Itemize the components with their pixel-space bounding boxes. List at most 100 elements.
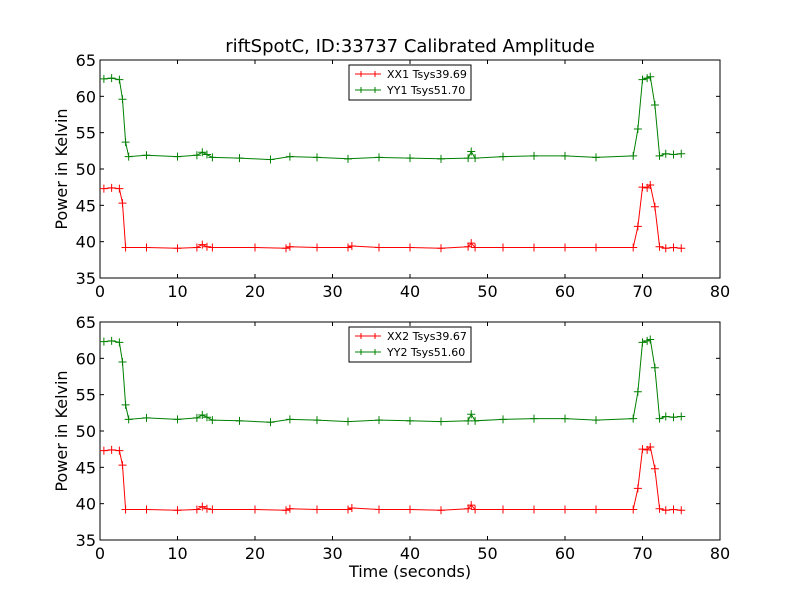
legend-label: XX2 Tsys39.67 [387,330,467,343]
data-point [375,505,383,514]
data-point [633,387,642,396]
legend: XX2 Tsys39.67 YY2 Tsys51.60 [348,326,472,363]
data-point [467,410,476,419]
data-point [347,242,356,251]
data-point [499,243,507,252]
x-tick-label: 40 [400,282,420,301]
data-point [406,416,414,425]
data-point [124,415,133,424]
data-point [99,184,108,193]
data-point [99,446,108,455]
data-point [406,243,414,252]
legend-box [348,326,472,363]
data-point [646,442,655,451]
data-point [633,222,642,231]
data-point [437,154,445,163]
data-point [251,243,259,252]
legend-marker [358,349,378,355]
data-point [530,243,538,252]
x-tick-label: 80 [710,544,730,563]
data-point [629,243,638,252]
data-point [107,183,116,192]
data-point [198,148,207,157]
data-point [192,243,201,252]
data-point [638,183,647,192]
data-point [282,506,290,515]
data-point [661,506,670,515]
data-point [655,504,664,513]
data-point [198,411,207,420]
data-point [471,154,480,163]
x-tick-label: 50 [477,282,497,301]
x-tick-label: 20 [245,544,265,563]
chart-title: riftSpotC, ID:33737 Calibrated Amplitude [225,36,595,57]
data-point [347,504,356,513]
data-point [107,74,116,83]
data-point [437,417,445,426]
data-point [173,244,182,253]
data-point [650,363,659,372]
data-point [142,413,151,422]
x-tick-label: 10 [167,282,187,301]
legend: XX1 Tsys39.69 YY1 Tsys51.70 [348,64,472,101]
y-tick-label: 60 [76,349,96,368]
data-point [530,151,538,160]
data-point [115,184,124,193]
data-point [561,151,569,160]
data-point [202,413,211,422]
data-point [633,125,642,134]
data-point [471,416,480,425]
legend-label: YY1 Tsys51.70 [386,84,465,97]
data-point [142,505,151,514]
x-tick-label: 0 [95,544,105,563]
data-point [646,72,655,81]
y-tick-label: 65 [76,313,96,332]
x-tick-label: 10 [167,544,187,563]
y-tick-label: 50 [76,160,96,179]
x-tick-label: 0 [95,282,105,301]
data-point [313,416,321,425]
data-point [629,151,638,160]
data-point [173,506,182,515]
data-point [464,154,473,163]
x-tick-label: 70 [632,544,652,563]
data-point [592,416,600,425]
subplot-top: 0 10 20 30 40 50 60 70 80 35 40 45 50 55 60 65 Power in … [52,51,730,301]
series-line [103,184,682,249]
data-point [471,243,480,252]
data-point [344,154,352,163]
data-point [198,502,207,511]
data-point [208,505,217,514]
x-tick-label: 70 [632,282,652,301]
data-point [561,243,569,252]
data-point [285,242,294,251]
data-point [677,244,686,253]
data-point [198,240,207,249]
x-tick-label: 30 [322,282,342,301]
data-point [467,501,476,510]
data-point [202,504,211,513]
x-tick-label: 40 [400,544,420,563]
data-point [107,336,116,345]
data-point [471,505,480,514]
data-point [266,155,275,164]
data-point [124,152,133,161]
data-point [406,154,414,163]
data-point [107,445,116,454]
y-tick-label: 55 [76,124,96,143]
data-point [437,244,445,253]
data-point [655,242,664,251]
data-point [121,400,130,409]
data-point [121,505,130,514]
data-point [344,417,352,426]
data-point [118,199,127,208]
legend-marker [358,333,378,339]
y-tick-label: 35 [76,531,96,550]
data-point [499,152,507,161]
data-point [661,412,670,421]
data-point [208,416,217,425]
y-tick-label: 40 [76,495,96,514]
y-tick-label: 45 [76,196,96,215]
data-point [499,505,507,514]
data-point [285,152,294,161]
